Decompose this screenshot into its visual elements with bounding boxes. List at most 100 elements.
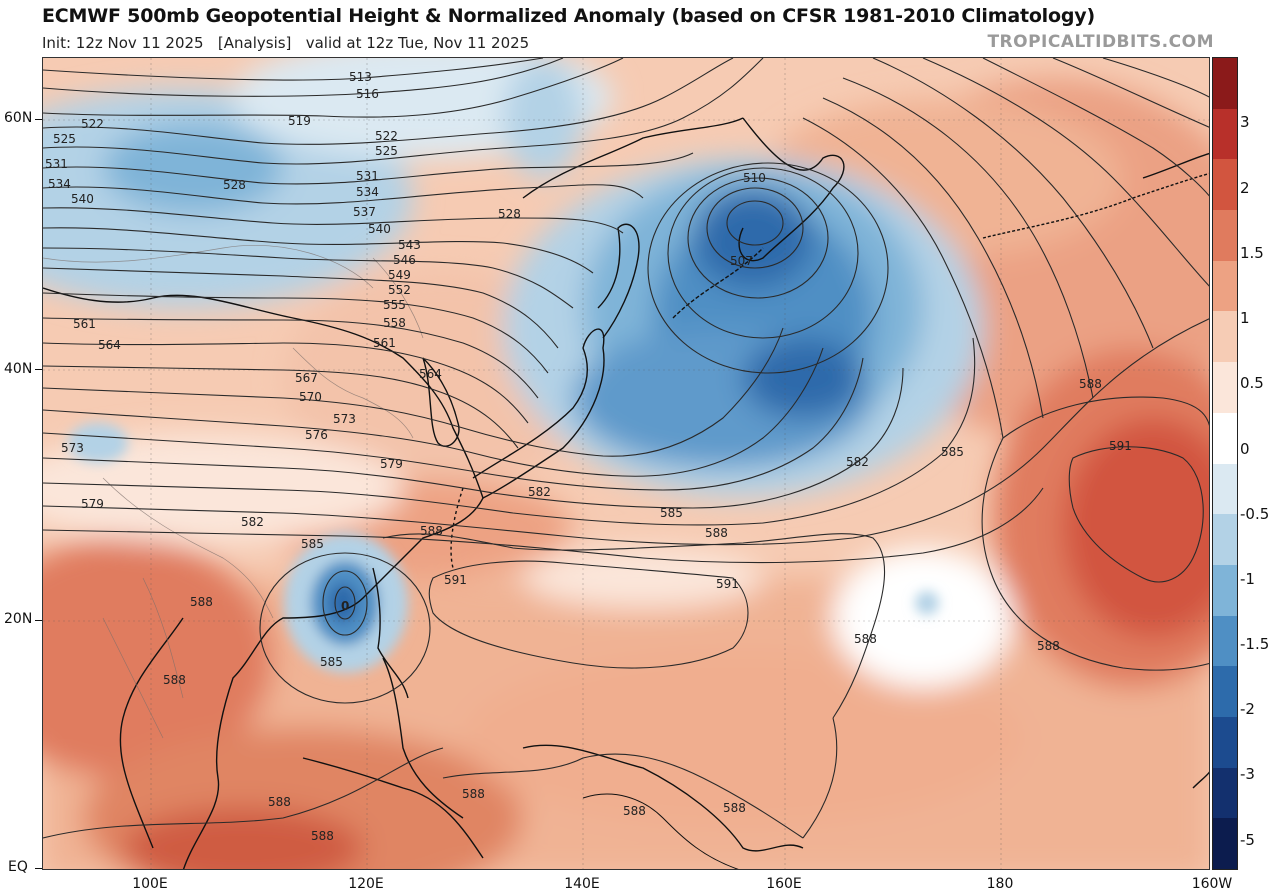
- colorbar-label: 3: [1240, 113, 1250, 131]
- contour-label: 588: [723, 801, 746, 815]
- contour-label: 564: [98, 338, 121, 352]
- contour-label: 540: [71, 192, 94, 206]
- contour-label: 570: [299, 390, 322, 404]
- country-borders: [43, 245, 424, 739]
- contour-label: 528: [498, 207, 521, 221]
- typhoon-center-label: 0: [341, 599, 349, 613]
- lat-label-eq: EQ: [8, 859, 28, 875]
- contour-label: 561: [373, 336, 396, 350]
- contour-label: 591: [444, 573, 467, 587]
- colorbar-label: 0.5: [1240, 374, 1264, 392]
- contour-label: 552: [388, 283, 411, 297]
- contour-label: 585: [301, 537, 324, 551]
- colorbar-label: -1: [1240, 570, 1255, 588]
- contour-label: 510: [743, 171, 766, 185]
- lon-label-120e: 120E: [348, 876, 384, 892]
- contour-label: 588: [190, 595, 213, 609]
- colorbar-label: -0.5: [1240, 505, 1270, 523]
- colorbar-segment: [1213, 463, 1237, 516]
- colorbar-label: 1.5: [1240, 244, 1264, 262]
- contour-label: 573: [61, 441, 84, 455]
- contour-label: 558: [383, 316, 406, 330]
- colorbar-label: -2: [1240, 700, 1255, 718]
- lon-label-180: 180: [986, 876, 1014, 892]
- contour-label: 543: [398, 238, 421, 252]
- chart-title: ECMWF 500mb Geopotential Height & Normal…: [42, 5, 1095, 27]
- contour-label: 564: [419, 367, 442, 381]
- contour-label: 585: [320, 655, 343, 669]
- colorbar-segment: [1213, 564, 1237, 617]
- colorbar-segment: [1213, 767, 1237, 820]
- contour-label: 519: [288, 114, 311, 128]
- contour-label-group: 513 516 519 522 522 525 525 528 528 531 …: [45, 70, 1132, 843]
- contour-label: 522: [81, 117, 104, 131]
- contour-label: 591: [716, 577, 739, 591]
- colorbar-label: 2: [1240, 179, 1250, 197]
- colorbar-segment: [1213, 108, 1237, 161]
- lat-label-60n: 60N: [4, 110, 33, 126]
- colorbar-segment: [1213, 716, 1237, 769]
- colorbar-segment: [1213, 260, 1237, 313]
- contour-label: 507: [730, 254, 753, 268]
- contour-label: 513: [349, 70, 372, 84]
- contour-label: 531: [45, 157, 68, 171]
- colorbar-label: 0: [1240, 440, 1250, 458]
- contour-label: 588: [268, 795, 291, 809]
- contour-label: 525: [53, 132, 76, 146]
- contour-label: 582: [528, 485, 551, 499]
- colorbar-label: 1: [1240, 309, 1250, 327]
- colorbar-segment: [1213, 362, 1237, 414]
- brand-watermark: TROPICALTIDBITS.COM: [987, 32, 1214, 52]
- contour-label: 579: [380, 457, 403, 471]
- map-svg: 513 516 519 522 522 525 525 528 528 531 …: [43, 58, 1209, 869]
- contour-label: 582: [846, 455, 869, 469]
- contour-label: 525: [375, 144, 398, 158]
- contour-label: 588: [420, 524, 443, 538]
- lat-label-40n: 40N: [4, 361, 33, 377]
- contour-label: 588: [1037, 639, 1060, 653]
- colorbar-segment: [1213, 58, 1237, 110]
- contour-label: 588: [705, 526, 728, 540]
- lat-tick: [35, 868, 42, 869]
- colorbar-segment: [1213, 311, 1237, 364]
- lon-label-160e: 160E: [766, 876, 802, 892]
- contour-label: 534: [48, 177, 71, 191]
- contour-label: 546: [393, 253, 416, 267]
- height-contour-lines: [43, 58, 1209, 839]
- contour-label: 531: [356, 169, 379, 183]
- colorbar-segment: [1213, 514, 1237, 566]
- contour-label: 555: [383, 298, 406, 312]
- lat-tick: [35, 369, 42, 370]
- colorbar-label: -3: [1240, 765, 1255, 783]
- lon-label-100e: 100E: [132, 876, 168, 892]
- contour-label: 576: [305, 428, 328, 442]
- contour-label: 537: [353, 205, 376, 219]
- colorbar-segment: [1213, 412, 1237, 465]
- contour-label: 588: [1079, 377, 1102, 391]
- colorbar-segment: [1213, 666, 1237, 718]
- contour-label: 585: [660, 506, 683, 520]
- map-panel: 513 516 519 522 522 525 525 528 528 531 …: [42, 57, 1210, 870]
- contour-label: 534: [356, 185, 379, 199]
- contour-label: 561: [73, 317, 96, 331]
- contour-label: 588: [311, 829, 334, 843]
- contour-label: 522: [375, 129, 398, 143]
- colorbar-segment: [1213, 159, 1237, 212]
- lat-tick: [35, 119, 42, 120]
- contour-label: 591: [1109, 439, 1132, 453]
- colorbar-segment: [1213, 210, 1237, 262]
- colorbar-segment: [1213, 818, 1237, 869]
- contour-label: 516: [356, 87, 379, 101]
- coastline-lines: [43, 117, 1209, 869]
- contour-label: 588: [462, 787, 485, 801]
- lat-tick: [35, 620, 42, 621]
- colorbar-segment: [1213, 615, 1237, 668]
- lat-label-20n: 20N: [4, 611, 33, 627]
- lon-label-160w: 160W: [1191, 876, 1233, 892]
- contour-label: 588: [854, 632, 877, 646]
- contour-label: 528: [223, 178, 246, 192]
- contour-label: 567: [295, 371, 318, 385]
- lon-label-140e: 140E: [564, 876, 600, 892]
- anomaly-colorbar: [1212, 57, 1238, 870]
- contour-label: 549: [388, 268, 411, 282]
